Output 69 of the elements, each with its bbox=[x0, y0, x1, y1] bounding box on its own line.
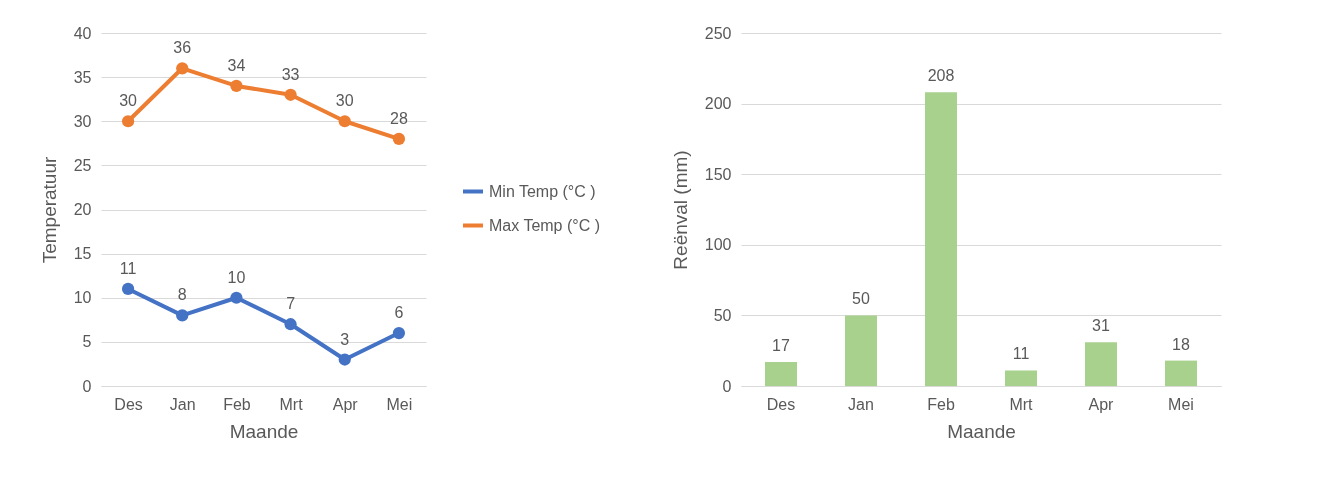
x-axis-title: Maande bbox=[229, 420, 299, 442]
data-label: 18 bbox=[1172, 335, 1190, 353]
bar bbox=[1085, 342, 1117, 386]
data-label: 6 bbox=[394, 304, 404, 322]
bar bbox=[1005, 370, 1037, 386]
y-tick-label: 10 bbox=[73, 289, 92, 307]
point bbox=[392, 132, 406, 146]
x-axis-title: Maande bbox=[947, 420, 1016, 442]
y-tick-label: 50 bbox=[713, 306, 732, 324]
y-tick-label: 40 bbox=[73, 24, 92, 42]
data-label: 33 bbox=[281, 65, 300, 83]
x-tick-label: Feb bbox=[223, 395, 251, 413]
y-axis-title: Reënval (mm) bbox=[669, 150, 691, 270]
x-tick-label: Feb bbox=[927, 395, 955, 413]
data-label: 11 bbox=[119, 259, 137, 277]
x-tick-label: Jan bbox=[848, 395, 874, 413]
data-label: 30 bbox=[119, 92, 138, 110]
y-tick-label: 100 bbox=[704, 236, 732, 254]
x-tick-label: Mrt bbox=[279, 395, 304, 413]
data-label: 10 bbox=[227, 268, 246, 286]
data-label: 11 bbox=[1012, 345, 1030, 363]
y-tick-label: 150 bbox=[704, 165, 732, 183]
point bbox=[284, 88, 297, 101]
point bbox=[121, 115, 135, 128]
x-tick-label: Mei bbox=[386, 395, 413, 413]
bar bbox=[765, 362, 797, 386]
point bbox=[338, 115, 351, 128]
data-label: 17 bbox=[772, 337, 790, 354]
point bbox=[230, 79, 243, 93]
point bbox=[284, 318, 297, 331]
data-label: 208 bbox=[927, 67, 955, 85]
data-label: 3 bbox=[340, 330, 350, 348]
x-tick-label: Des bbox=[114, 395, 143, 413]
point bbox=[176, 309, 189, 322]
x-tick-label: Jan bbox=[169, 395, 196, 413]
data-label: 34 bbox=[227, 56, 246, 74]
point bbox=[176, 62, 189, 75]
data-label: 50 bbox=[852, 290, 870, 308]
y-tick-label: 0 bbox=[722, 377, 732, 395]
point bbox=[121, 282, 135, 296]
bar bbox=[845, 315, 877, 386]
x-tick-label: Apr bbox=[332, 395, 359, 413]
point bbox=[230, 291, 243, 304]
y-tick-label: 200 bbox=[704, 95, 732, 113]
y-tick-label: 20 bbox=[73, 201, 92, 218]
x-tick-label: Apr bbox=[1088, 395, 1115, 413]
data-label: 31 bbox=[1092, 317, 1110, 335]
bar bbox=[925, 92, 957, 386]
y-tick-label: 30 bbox=[73, 112, 92, 130]
y-tick-label: 15 bbox=[73, 245, 92, 263]
y-tick-label: 250 bbox=[704, 24, 732, 42]
point bbox=[338, 353, 351, 366]
x-tick-label: Mrt bbox=[1009, 395, 1034, 413]
y-axis-title: Temperatuur bbox=[38, 156, 60, 264]
y-tick-label: 35 bbox=[73, 68, 92, 86]
point bbox=[392, 326, 406, 340]
data-label: 7 bbox=[286, 295, 296, 313]
data-label: 30 bbox=[335, 92, 354, 110]
data-label: 28 bbox=[390, 109, 408, 127]
x-tick-label: Des bbox=[766, 395, 796, 413]
x-tick-label: Mei bbox=[1168, 395, 1194, 413]
y-tick-label: 5 bbox=[82, 333, 92, 351]
data-label: 8 bbox=[177, 286, 187, 304]
legend-label: Max Temp (°C ) bbox=[489, 216, 601, 234]
y-tick-label: 0 bbox=[82, 377, 92, 395]
data-label: 36 bbox=[173, 39, 192, 57]
y-tick-label: 25 bbox=[73, 156, 92, 174]
legend-label: Min Temp (°C ) bbox=[489, 182, 596, 200]
bar bbox=[1165, 360, 1197, 386]
